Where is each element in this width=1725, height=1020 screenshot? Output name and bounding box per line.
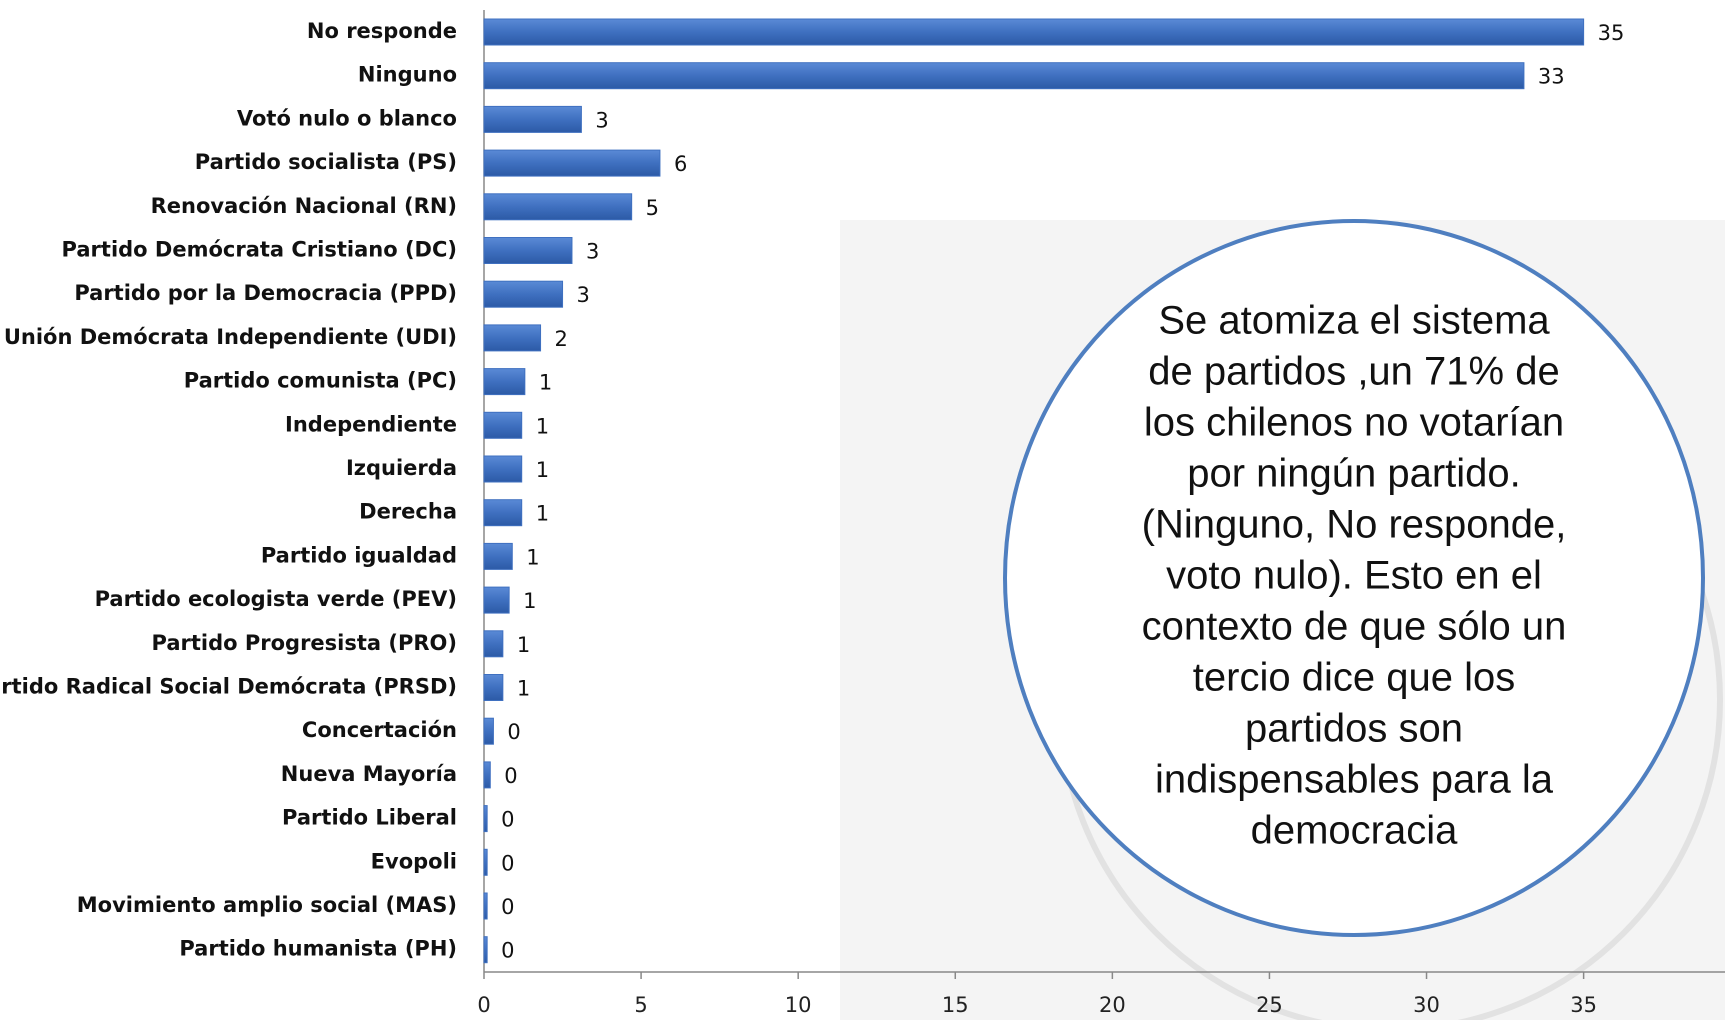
annotation-line: (Ninguno, No responde, xyxy=(1142,503,1567,547)
bar xyxy=(483,193,633,221)
bar xyxy=(483,62,1525,90)
x-tick-label: 0 xyxy=(477,993,490,1017)
bar xyxy=(483,455,523,483)
bar xyxy=(483,674,504,701)
value-label: 2 xyxy=(555,327,568,351)
y-tick-label: Partido por la Democracia (PPD) xyxy=(74,281,457,305)
annotation-line: voto nulo). Esto en el xyxy=(1166,554,1542,598)
annotation-line: partidos son xyxy=(1245,707,1463,751)
bar xyxy=(483,761,491,789)
bar xyxy=(483,499,523,527)
y-tick-label: Partido igualdad xyxy=(261,543,457,567)
y-tick-label: Renovación Nacional (RN) xyxy=(151,194,457,218)
x-tick-label: 15 xyxy=(942,993,969,1017)
y-tick-label: Independiente xyxy=(285,412,457,436)
y-tick-label: Partido ecologista verde (PEV) xyxy=(95,587,457,611)
x-tick-label: 25 xyxy=(1256,993,1283,1017)
value-label: 0 xyxy=(507,720,520,744)
value-label: 1 xyxy=(523,589,536,613)
x-tick-label: 5 xyxy=(634,993,647,1017)
y-tick-label: Movimiento amplio social (MAS) xyxy=(77,893,457,917)
x-tick-label: 30 xyxy=(1413,993,1440,1017)
value-label: 0 xyxy=(501,808,514,832)
annotation-line: democracia xyxy=(1251,809,1459,853)
value-label: 1 xyxy=(517,633,530,657)
bar xyxy=(483,368,526,396)
annotation-line: tercio dice que los xyxy=(1193,656,1515,700)
value-label: 1 xyxy=(536,414,549,438)
bar xyxy=(483,411,523,439)
bar xyxy=(483,936,488,964)
y-tick-label: No responde xyxy=(307,19,457,43)
y-tick-label: Partido Demócrata Cristiano (DC) xyxy=(62,238,457,262)
value-label: 1 xyxy=(526,545,539,569)
annotation: Se atomiza el sistema de partidos ,un 71%… xyxy=(1003,219,1705,937)
bar xyxy=(483,324,542,352)
value-label: 5 xyxy=(646,196,659,220)
y-tick-label: Unión Demócrata Independiente (UDI) xyxy=(4,325,457,349)
y-tick-label: Izquierda xyxy=(346,456,457,480)
bar xyxy=(483,237,573,264)
y-tick-label: Partido comunista (PC) xyxy=(184,369,457,393)
bar xyxy=(483,18,1585,46)
y-tick-label: Concertación xyxy=(302,718,457,742)
bar xyxy=(483,630,504,658)
y-tick-label: Partido Liberal xyxy=(282,806,457,830)
y-tick-label: Derecha xyxy=(359,500,457,524)
x-tick-label: 20 xyxy=(1099,993,1126,1017)
value-label: 0 xyxy=(501,939,514,963)
y-tick-label: Partido Radical Social Demócrata (PRSD) xyxy=(0,675,457,699)
y-tick-label: Partido Progresista (PRO) xyxy=(152,631,458,655)
annotation-line: por ningún partido. xyxy=(1187,452,1521,496)
bar xyxy=(483,717,494,745)
y-tick-label: Evopoli xyxy=(371,849,457,873)
value-label: 3 xyxy=(586,240,599,264)
value-label: 0 xyxy=(504,764,517,788)
y-tick-label: Partido humanista (PH) xyxy=(179,937,457,961)
annotation-line: contexto de que sólo un xyxy=(1142,605,1567,649)
value-label: 35 xyxy=(1598,21,1625,45)
annotation-line: los chilenos no votarían xyxy=(1144,401,1564,445)
y-tick-label: Partido socialista (PS) xyxy=(195,150,457,174)
value-label: 6 xyxy=(674,152,687,176)
y-tick-label: Ninguno xyxy=(358,63,457,87)
value-label: 1 xyxy=(517,677,530,701)
bar xyxy=(483,542,513,570)
value-label: 3 xyxy=(577,283,590,307)
value-label: 0 xyxy=(501,851,514,875)
value-label: 0 xyxy=(501,895,514,919)
annotation-line: de partidos ,un 71% de xyxy=(1148,350,1559,394)
annotation-bubble xyxy=(1003,219,1705,937)
bar xyxy=(483,892,488,920)
x-tick-label: 35 xyxy=(1570,993,1597,1017)
value-label: 1 xyxy=(536,502,549,526)
value-label: 33 xyxy=(1538,65,1565,89)
x-tick-label: 10 xyxy=(785,993,812,1017)
annotation-line: indispensables para la xyxy=(1155,758,1554,802)
y-tick-label: Nueva Mayoría xyxy=(281,762,457,786)
bar xyxy=(483,149,661,177)
annotation-line: Se atomiza el sistema xyxy=(1158,299,1550,343)
bar xyxy=(483,105,582,133)
value-label: 1 xyxy=(536,458,549,482)
bar xyxy=(483,586,510,614)
bar xyxy=(483,805,488,833)
bar xyxy=(483,280,564,308)
y-tick-label: Votó nulo o blanco xyxy=(237,106,457,130)
value-label: 1 xyxy=(539,371,552,395)
bar xyxy=(483,848,488,876)
value-label: 3 xyxy=(595,108,608,132)
